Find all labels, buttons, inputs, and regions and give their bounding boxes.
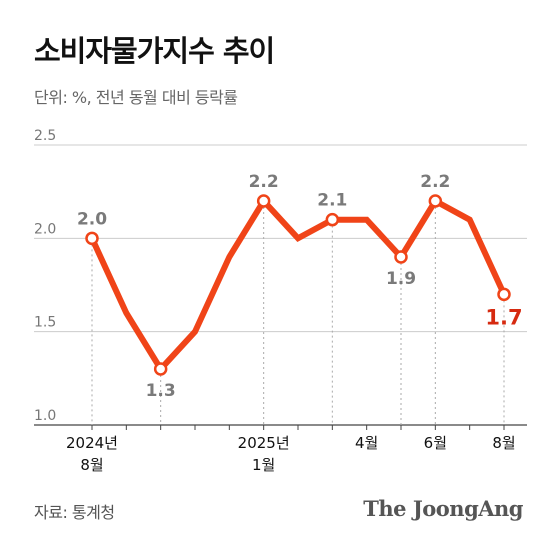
x-tick-label: 2024년 <box>66 434 118 452</box>
source-note: 자료: 통계청 <box>34 503 115 522</box>
data-label: 1.3 <box>146 381 176 401</box>
data-point-marker <box>153 362 168 376</box>
y-tick-label: 1.0 <box>34 408 56 424</box>
series-line <box>89 196 507 374</box>
x-tick-label: 1월 <box>252 456 275 474</box>
data-point-marker <box>394 250 408 264</box>
data-label: 1.9 <box>386 269 416 289</box>
data-label: 2.1 <box>317 191 347 211</box>
x-tick-label: 2025년 <box>238 434 290 452</box>
x-tick-label: 8월 <box>492 434 515 452</box>
vertical-guide-layer <box>91 207 505 425</box>
y-tick-label: 1.5 <box>34 315 56 331</box>
data-label: 1.7 <box>485 305 522 329</box>
data-point-marker <box>428 194 443 208</box>
y-tick-label: 2.0 <box>34 221 56 237</box>
brand-logo: The JoongAng <box>363 496 523 521</box>
data-point-marker <box>85 231 99 246</box>
data-point-marker <box>256 194 271 208</box>
data-point-marker <box>497 287 511 302</box>
x-tick-label: 8월 <box>80 456 103 474</box>
data-point-marker <box>325 212 340 227</box>
series-layer <box>85 194 511 376</box>
grid-layer: 1.0 1.5 2.0 2.5 2024년 8월 2025년 1월 4월 6월 8월 <box>34 128 527 474</box>
data-label: 2.2 <box>249 172 279 192</box>
data-label: 2.2 <box>420 172 450 192</box>
page-title: 소비자물가지수 추이 <box>34 34 275 68</box>
y-tick-label: 2.5 <box>34 128 56 144</box>
data-label: 2.0 <box>77 209 107 229</box>
x-tick-label: 4월 <box>355 434 378 452</box>
x-tick-label: 6월 <box>424 434 447 452</box>
chart-subtitle: 단위: %, 전년 동월 대비 등락률 <box>34 88 238 107</box>
label-layer: 2.0 1.3 2.2 2.1 1.9 2.2 1.7 <box>77 172 523 401</box>
